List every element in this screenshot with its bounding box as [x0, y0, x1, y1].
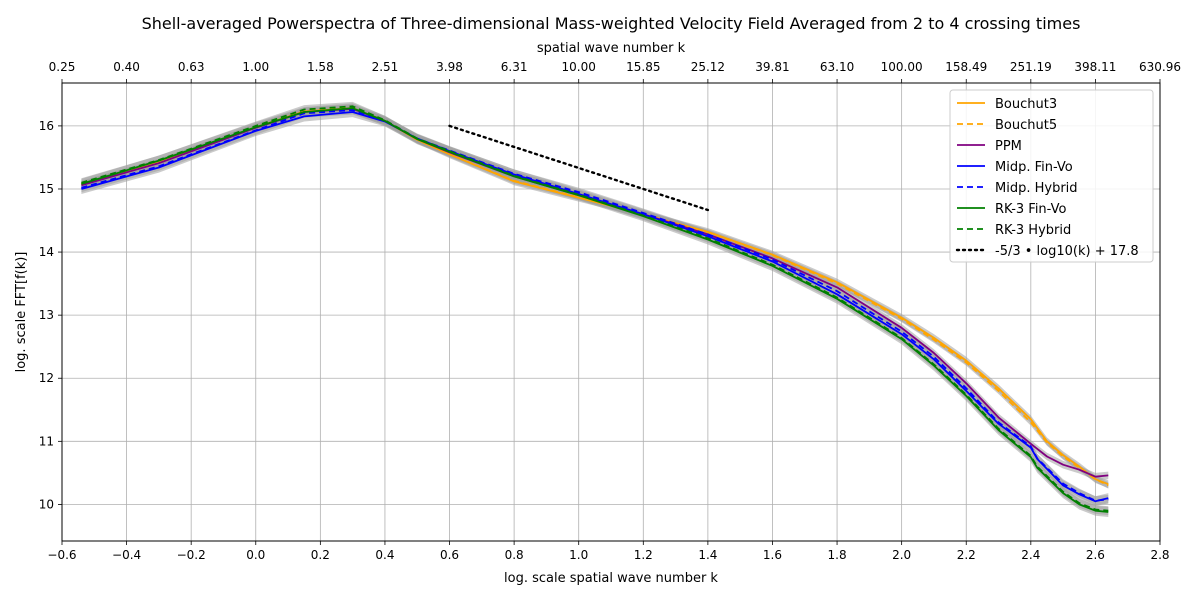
top-x-axis-title: spatial wave number k	[537, 41, 686, 56]
y-axis: 10 11 12 13 14 15 16	[39, 119, 62, 511]
top-x-axis: 0.25 0.40 0.63 1.00 1.58 2.51 3.98 6.31 10.00 15.…	[49, 60, 1181, 83]
x-axis-title: log. scale spatial wave number k	[504, 571, 718, 586]
top-x-tick-label: 6.31	[501, 60, 528, 74]
y-tick-label: 16	[39, 119, 54, 133]
series-line	[81, 109, 1109, 502]
x-tick-label: 1.6	[763, 548, 782, 562]
legend-label: RK-3 Hybrid	[995, 223, 1071, 238]
top-x-tick-label: 100.00	[881, 60, 923, 74]
series-line	[81, 105, 1109, 512]
x-tick-label: 1.2	[634, 548, 653, 562]
legend-label: -5/3 • log10(k) + 17.8	[995, 244, 1139, 259]
x-tick-label: 1.8	[828, 548, 847, 562]
x-tick-label: 2.6	[1086, 548, 1105, 562]
x-tick-label: 0.8	[505, 548, 524, 562]
top-x-tick-label: 25.12	[691, 60, 725, 74]
legend-label: Bouchut5	[995, 118, 1057, 133]
x-tick-label: −0.2	[177, 548, 206, 562]
top-x-tick-label: 3.98	[436, 60, 463, 74]
bottom-x-axis: −0.6 −0.4 −0.2 0.0 0.2 0.4 0.6 0.8 1.0 1.2 1.4 1.6 1…	[47, 541, 1170, 562]
x-tick-label: 1.4	[698, 548, 717, 562]
legend-label: Midp. Fin-Vo	[995, 160, 1073, 175]
y-tick-label: 13	[39, 308, 54, 322]
x-tick-label: 2.4	[1021, 548, 1040, 562]
legend-label: PPM	[995, 139, 1022, 154]
y-tick-label: 15	[39, 182, 54, 196]
top-x-tick-label: 10.00	[562, 60, 596, 74]
top-x-tick-label: 2.51	[372, 60, 399, 74]
top-x-tick-label: 63.10	[820, 60, 854, 74]
y-tick-label: 12	[39, 371, 54, 385]
y-tick-label: 14	[39, 245, 54, 259]
top-x-tick-label: 158.49	[945, 60, 987, 74]
top-x-tick-label: 39.81	[755, 60, 789, 74]
top-x-tick-label: 1.58	[307, 60, 334, 74]
x-tick-label: 0.4	[375, 548, 394, 562]
legend-box	[949, 89, 1154, 263]
top-x-tick-label: 0.40	[113, 60, 140, 74]
x-tick-label: 0.0	[246, 548, 265, 562]
top-x-tick-label: 398.11	[1074, 60, 1116, 74]
top-x-tick-label: 15.85	[626, 60, 660, 74]
legend-label: Bouchut3	[995, 97, 1057, 112]
y-tick-label: 11	[39, 434, 54, 448]
x-tick-label: 2.2	[957, 548, 976, 562]
x-tick-label: 2.8	[1150, 548, 1169, 562]
y-tick-label: 10	[39, 497, 54, 511]
top-x-tick-label: 630.96	[1139, 60, 1181, 74]
top-x-tick-label: 0.25	[49, 60, 76, 74]
top-x-tick-label: 251.19	[1010, 60, 1052, 74]
y-axis-title: log. scale FFT[f(k)]	[14, 252, 29, 373]
top-x-tick-label: 1.00	[242, 60, 269, 74]
x-tick-label: −0.4	[112, 548, 141, 562]
legend-label: RK-3 Fin-Vo	[995, 202, 1066, 217]
x-tick-label: 2.0	[892, 548, 911, 562]
x-tick-label: 0.6	[440, 548, 459, 562]
top-x-tick-label: 0.63	[178, 60, 205, 74]
legend-label: Midp. Hybrid	[995, 181, 1078, 196]
legend: Bouchut3 Bouchut5 PPM Midp. Fin-Vo Midp. Hyb…	[949, 89, 1154, 263]
x-tick-label: −0.6	[47, 548, 76, 562]
x-tick-label: 1.0	[569, 548, 588, 562]
chart-title: Shell-averaged Powerspectra of Three-dim…	[142, 14, 1081, 33]
series-lines	[81, 105, 1109, 513]
plot-frame	[61, 82, 1161, 542]
x-tick-label: 0.2	[311, 548, 330, 562]
